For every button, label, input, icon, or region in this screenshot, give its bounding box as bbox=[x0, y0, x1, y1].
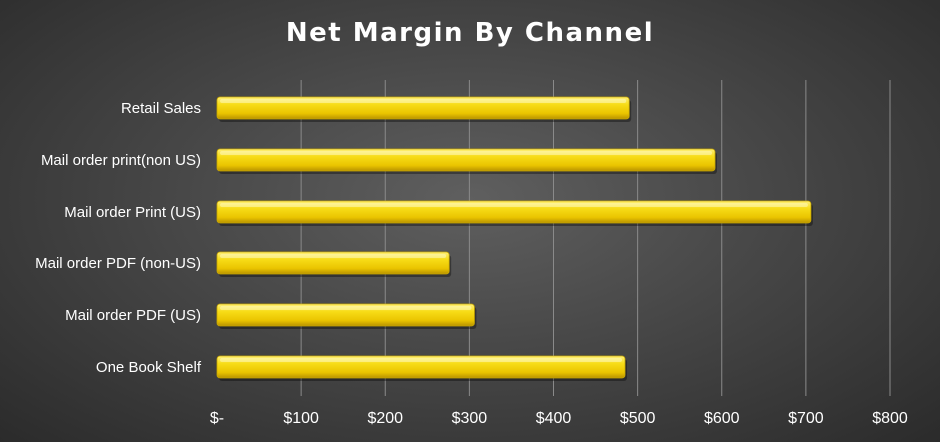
bar-highlight bbox=[220, 358, 623, 362]
bar-highlight bbox=[220, 306, 472, 310]
x-tick-label: $500 bbox=[620, 410, 656, 427]
x-tick-label: $300 bbox=[452, 410, 488, 427]
bar bbox=[216, 251, 450, 275]
bar bbox=[216, 148, 716, 172]
category-label: Mail order Print (US) bbox=[64, 204, 201, 221]
bar bbox=[216, 96, 630, 120]
x-tick-label: $100 bbox=[283, 410, 319, 427]
x-tick-label: $700 bbox=[788, 410, 824, 427]
category-label: Retail Sales bbox=[121, 100, 201, 117]
chart-title: Net Margin By Channel bbox=[285, 18, 655, 48]
bar-highlight bbox=[220, 254, 447, 258]
bar-highlight bbox=[220, 203, 808, 207]
category-label: Mail order print(non US) bbox=[41, 152, 201, 169]
bar-highlight bbox=[220, 99, 627, 103]
x-tick-label: $400 bbox=[536, 410, 572, 427]
category-label: One Book Shelf bbox=[96, 359, 202, 376]
x-tick-label: $- bbox=[210, 410, 224, 427]
bar-highlight bbox=[220, 151, 713, 155]
x-tick-label: $200 bbox=[367, 410, 403, 427]
category-label: Mail order PDF (US) bbox=[65, 307, 201, 324]
bar bbox=[216, 355, 626, 379]
x-tick-label: $800 bbox=[872, 410, 908, 427]
bar bbox=[216, 200, 812, 224]
bar bbox=[216, 303, 475, 327]
x-tick-label: $600 bbox=[704, 410, 740, 427]
category-label: Mail order PDF (non-US) bbox=[35, 255, 201, 272]
